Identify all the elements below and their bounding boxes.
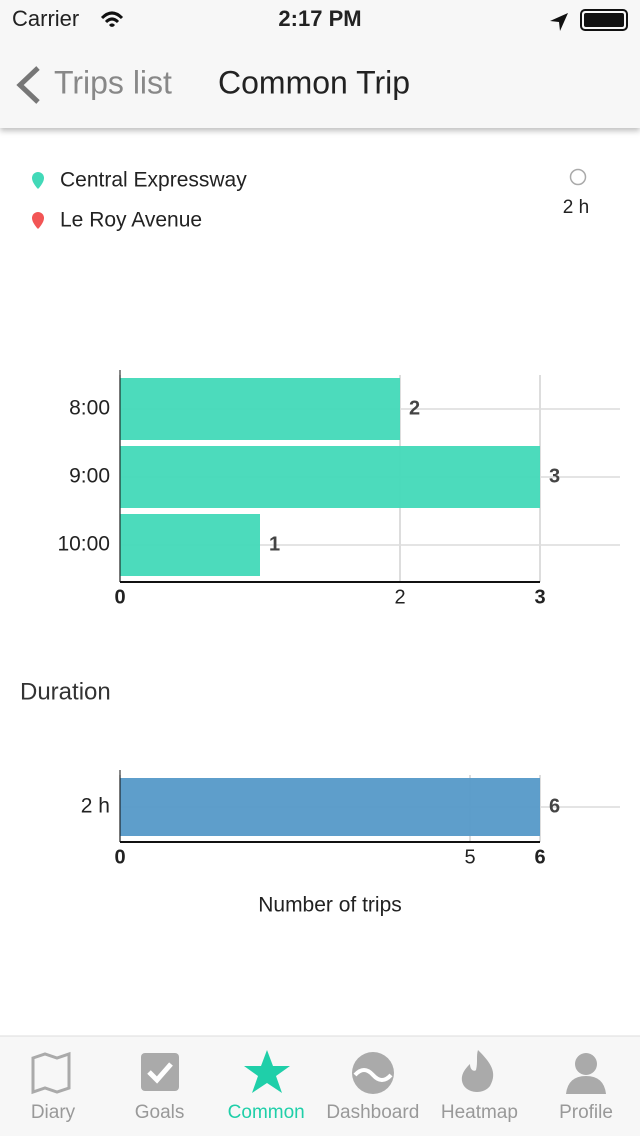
battery-level bbox=[584, 13, 624, 27]
x-tick-label: 6 bbox=[534, 846, 545, 868]
charts: Start hours 0 2 3 8:00 2 9:00 3 10:00 1 Number of … bbox=[20, 277, 620, 917]
wifi-icon bbox=[100, 11, 124, 28]
value-label: 3 bbox=[549, 465, 560, 487]
dashboard-wave bbox=[353, 1068, 393, 1082]
x-tick-label: 5 bbox=[464, 846, 475, 868]
chart: Duration 0 5 6 2 h 6 Number of trips bbox=[20, 678, 620, 917]
x-tick-label: 3 bbox=[534, 586, 545, 608]
bar bbox=[120, 514, 260, 576]
end-location: Le Roy Avenue bbox=[60, 209, 202, 232]
category-label: 8:00 bbox=[69, 397, 110, 420]
goals-check bbox=[147, 1062, 173, 1084]
start-pin bbox=[32, 172, 44, 189]
chart-title: Duration bbox=[20, 678, 111, 705]
x-axis-label: Number of trips bbox=[258, 634, 402, 657]
time: 2:17 PM bbox=[278, 6, 361, 31]
chart-title: Start hours bbox=[20, 277, 137, 304]
tab-label[interactable]: Goals bbox=[135, 1102, 185, 1123]
x-axis-label: Number of trips bbox=[258, 894, 402, 917]
value-label: 6 bbox=[549, 795, 560, 817]
x-tick-label: 0 bbox=[114, 846, 125, 868]
category-label: 9:00 bbox=[69, 465, 110, 488]
tab-label[interactable]: Diary bbox=[31, 1102, 76, 1123]
x-tick-label: 0 bbox=[114, 586, 125, 608]
bar bbox=[120, 778, 540, 836]
profile-head[interactable] bbox=[575, 1053, 597, 1075]
value-label: 1 bbox=[269, 533, 280, 555]
x-tick-label: 2 bbox=[394, 586, 405, 608]
back-chevron[interactable] bbox=[16, 66, 40, 104]
chart: Start hours 0 2 3 8:00 2 9:00 3 10:00 1 Number of … bbox=[20, 277, 620, 657]
common-icon[interactable] bbox=[244, 1050, 290, 1093]
tab-label[interactable]: Profile bbox=[559, 1102, 613, 1123]
timer-icon bbox=[569, 168, 587, 186]
goals-icon[interactable] bbox=[141, 1053, 179, 1091]
heatmap-icon[interactable] bbox=[461, 1050, 494, 1092]
tab-label[interactable]: Heatmap bbox=[441, 1102, 518, 1123]
category-label: 2 h bbox=[81, 795, 110, 818]
end-pin bbox=[32, 212, 44, 229]
location-icon bbox=[550, 13, 568, 31]
carrier: Carrier bbox=[12, 6, 79, 31]
tab-label[interactable]: Dashboard bbox=[326, 1102, 419, 1123]
battery bbox=[580, 9, 628, 31]
tab-bar bbox=[0, 1036, 640, 1136]
trip-duration: 2 h bbox=[563, 197, 589, 218]
diary-icon[interactable] bbox=[31, 1051, 71, 1095]
value-label: 2 bbox=[409, 397, 420, 419]
bar bbox=[120, 446, 540, 508]
back-button[interactable]: Trips list bbox=[54, 64, 172, 100]
nav-title: Common Trip bbox=[218, 64, 410, 100]
tab-label[interactable]: Common bbox=[228, 1102, 305, 1123]
profile-body[interactable] bbox=[566, 1076, 606, 1094]
bar bbox=[120, 378, 400, 440]
category-label: 10:00 bbox=[57, 533, 110, 556]
start-location: Central Expressway bbox=[60, 169, 247, 192]
